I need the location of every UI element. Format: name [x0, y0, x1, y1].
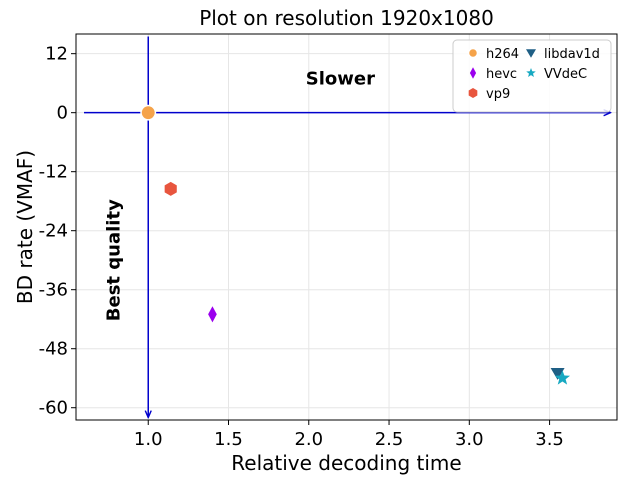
plot-area-frame [75, 33, 618, 421]
data-point-hevc [208, 306, 217, 323]
legend-marker-libdav1d [526, 49, 536, 58]
x-tick-label: 2.5 [375, 429, 404, 450]
x-tick-label: 1.5 [214, 429, 243, 450]
legend-label-vp9: vp9 [486, 87, 510, 102]
y-tick-label: 12 [45, 44, 68, 65]
y-axis-label: BD rate (VMAF) [13, 150, 37, 304]
chart-title: Plot on resolution 1920x1080 [199, 6, 494, 30]
data-point-vvdec [554, 370, 571, 385]
y-tick-label: 0 [57, 103, 68, 124]
x-tick-label: 2.0 [294, 429, 323, 450]
y-tick-label: -48 [39, 339, 68, 360]
legend-marker-vvdec [526, 68, 536, 78]
data-points [140, 104, 571, 385]
x-tick-label: 3.0 [455, 429, 484, 450]
legend-marker-hevc [469, 67, 477, 79]
annotation-slower: Slower [306, 68, 375, 89]
y-tick-label: -36 [39, 280, 68, 301]
axis-ticks: 1.0 1.5 2.0 2.5 3.0 3.5 12 0 -12 -24 -36 -48 -60 [39, 44, 564, 450]
guide-arrows [84, 36, 611, 417]
legend-box [452, 39, 612, 113]
y-tick-label: -24 [39, 221, 68, 242]
y-tick-label: -60 [39, 398, 68, 419]
x-tick-label: 3.5 [535, 429, 564, 450]
legend-marker-vp9 [468, 88, 478, 98]
y-tick-label: -12 [39, 162, 68, 183]
x-tick-label: 1.0 [134, 429, 163, 450]
legend-label-vvdec: VVdeC [544, 67, 587, 82]
annotation-best-quality: Best quality [103, 199, 124, 321]
x-axis-label: Relative decoding time [231, 451, 461, 475]
data-point-h264 [140, 104, 157, 121]
annotations: Slower Best quality [103, 68, 375, 321]
legend: h264 hevc vp9 libdav1d VVdeC [452, 39, 612, 113]
data-point-vp9 [164, 181, 177, 196]
data-point-libdav1d [550, 368, 565, 380]
legend-label-libdav1d: libdav1d [544, 47, 600, 62]
legend-label-h264: h264 [486, 47, 519, 62]
legend-marker-h264 [467, 47, 479, 59]
legend-label-hevc: hevc [486, 67, 517, 82]
